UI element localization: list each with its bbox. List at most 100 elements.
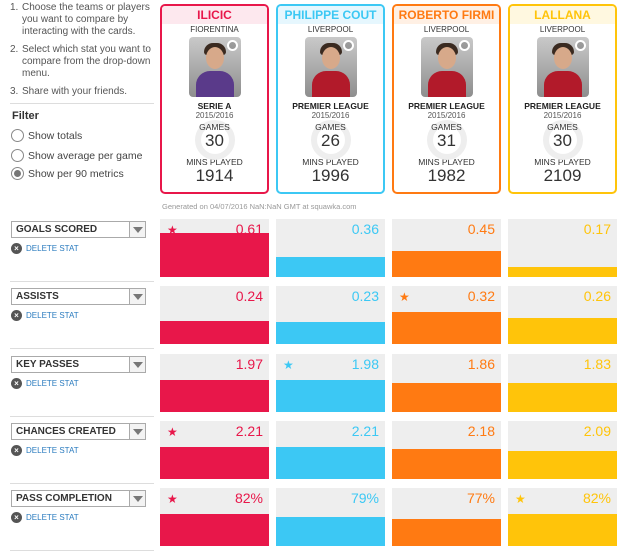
radio-button[interactable] (11, 149, 24, 162)
delete-stat-label: DELETE STAT (26, 311, 79, 320)
stat-value: 0.24 (235, 288, 263, 304)
stat-value: 82% (234, 490, 263, 506)
delete-stat-label: DELETE STAT (26, 379, 79, 388)
stat-bar (276, 380, 385, 412)
team-crest-icon[interactable] (342, 40, 354, 51)
stat-cell: 2.21 (276, 421, 385, 479)
delete-stat-button[interactable]: × DELETE STAT (11, 512, 79, 523)
player-name[interactable]: ILICIC (162, 6, 267, 24)
team-name: LIVERPOOL (423, 25, 470, 34)
stat-value: 1.98 (351, 356, 379, 372)
delete-stat-button[interactable]: × DELETE STAT (11, 445, 79, 456)
radio-button-selected[interactable] (11, 167, 24, 180)
stat-cell: 2.09 (508, 421, 617, 479)
games-ring (427, 120, 467, 160)
stat-value: 82% (582, 490, 611, 506)
team-crest-icon[interactable] (574, 40, 586, 51)
team-crest-icon[interactable] (458, 40, 470, 51)
row-divider (10, 416, 154, 417)
player-name[interactable]: LALLANA (510, 6, 615, 24)
stat-bar (276, 257, 385, 277)
player-card[interactable]: ILICIC FIORENTINA SERIE A 2015/2016 GAME… (160, 4, 269, 194)
delete-stat-button[interactable]: × DELETE STAT (11, 243, 79, 254)
stat-value: 2.21 (235, 423, 263, 439)
stat-bar (508, 451, 617, 479)
close-circle-icon[interactable]: × (11, 378, 22, 389)
close-circle-icon[interactable]: × (11, 512, 22, 523)
stat-dropdown[interactable]: GOALS SCORED (11, 221, 146, 238)
league-name: PREMIER LEAGUE (408, 101, 485, 111)
stat-bar (160, 514, 269, 546)
player-card[interactable]: ROBERTO FIRMI LIVERPOOL PREMIER LEAGUE 2… (392, 4, 501, 194)
row-divider (10, 348, 154, 349)
season: 2015/2016 (427, 111, 466, 120)
stat-value: 0.36 (351, 221, 379, 237)
row-divider (10, 550, 154, 551)
stat-cell: ★ 2.21 (160, 421, 269, 479)
player-name[interactable]: PHILIPPE COUT (278, 6, 383, 24)
stat-bar (160, 380, 269, 412)
stat-value: 0.17 (583, 221, 611, 237)
games-label: GAMES (315, 122, 346, 132)
instruction-item: 2. Select which stat you want to compare … (10, 44, 151, 79)
stat-dropdown-label: CHANCES CREATED (16, 426, 116, 437)
filter-show-average[interactable]: Show average per game (11, 149, 142, 162)
instructions-list: 1. Choose the teams or players you want t… (6, 2, 156, 104)
mins-played-value: 2109 (543, 166, 582, 185)
filter-show-totals[interactable]: Show totals (11, 129, 82, 142)
stat-dropdown[interactable]: PASS COMPLETION (11, 490, 146, 507)
stat-value: 0.45 (467, 221, 495, 237)
chevron-down-icon[interactable] (129, 222, 145, 237)
stat-bar (160, 321, 269, 344)
close-circle-icon[interactable]: × (11, 445, 22, 456)
stat-cell: ★ 0.61 (160, 219, 269, 277)
mins-played-label: MINS PLAYED (186, 157, 243, 167)
row-divider (10, 483, 154, 484)
stat-cell: 2.18 (392, 421, 501, 479)
games-ring (195, 120, 235, 160)
stat-dropdown-label: GOALS SCORED (16, 224, 98, 235)
chevron-down-icon[interactable] (129, 289, 145, 304)
instruction-item: 1. Choose the teams or players you want t… (10, 2, 150, 37)
player-card[interactable]: PHILIPPE COUT LIVERPOOL PREMIER LEAGUE 2… (276, 4, 385, 194)
chevron-down-icon[interactable] (129, 357, 145, 372)
stat-value: 0.26 (583, 288, 611, 304)
filter-show-per-90[interactable]: Show per 90 metrics (11, 167, 124, 180)
close-circle-icon[interactable]: × (11, 310, 22, 321)
stat-dropdown[interactable]: KEY PASSES (11, 356, 146, 373)
stat-value: 0.23 (351, 288, 379, 304)
chevron-down-icon[interactable] (129, 424, 145, 439)
stat-cell: 0.24 (160, 286, 269, 344)
star-icon: ★ (167, 492, 178, 506)
stat-dropdown[interactable]: ASSISTS (11, 288, 146, 305)
team-name: FIORENTINA (190, 25, 239, 34)
radio-button[interactable] (11, 129, 24, 142)
chevron-down-icon[interactable] (129, 491, 145, 506)
team-name: LIVERPOOL (539, 25, 586, 34)
stat-bar (508, 514, 617, 546)
mins-played-value: 1996 (311, 166, 350, 185)
stat-bar (276, 322, 385, 344)
close-circle-icon[interactable]: × (11, 243, 22, 254)
player-photo (188, 37, 241, 97)
stat-dropdown[interactable]: CHANCES CREATED (11, 423, 146, 440)
generated-note: Generated on 04/07/2016 NaN:NaN GMT at s… (162, 202, 357, 211)
stat-cell: 0.45 (392, 219, 501, 277)
player-photo (304, 37, 357, 97)
stat-cell: ★ 1.98 (276, 354, 385, 412)
star-icon: ★ (283, 358, 294, 372)
games-label: GAMES (431, 122, 462, 132)
delete-stat-button[interactable]: × DELETE STAT (11, 378, 79, 389)
star-icon: ★ (167, 425, 178, 439)
player-photo (536, 37, 589, 97)
stat-value: 1.83 (583, 356, 611, 372)
player-card[interactable]: LALLANA LIVERPOOL PREMIER LEAGUE 2015/20… (508, 4, 617, 194)
team-crest-icon[interactable] (226, 40, 238, 51)
season: 2015/2016 (543, 111, 582, 120)
player-name[interactable]: ROBERTO FIRMI (394, 6, 499, 24)
delete-stat-button[interactable]: × DELETE STAT (11, 310, 79, 321)
stat-value: 2.09 (583, 423, 611, 439)
league-name: PREMIER LEAGUE (524, 101, 601, 111)
mins-played-label: MINS PLAYED (534, 157, 591, 167)
delete-stat-label: DELETE STAT (26, 446, 79, 455)
